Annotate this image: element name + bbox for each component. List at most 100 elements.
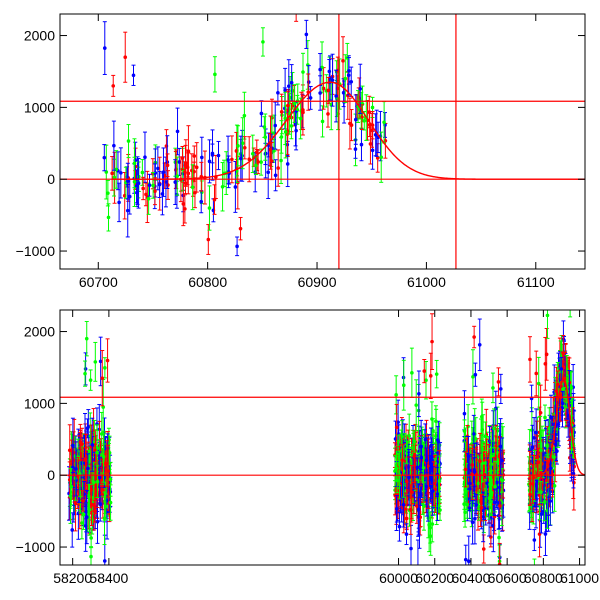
data-point bbox=[394, 455, 399, 482]
marker bbox=[358, 87, 363, 91]
marker bbox=[242, 145, 247, 150]
data-point bbox=[115, 151, 120, 191]
data-point bbox=[216, 140, 221, 171]
marker bbox=[206, 237, 211, 242]
data-point bbox=[234, 131, 239, 171]
marker bbox=[98, 502, 103, 507]
x-tick-label: 60700 bbox=[79, 274, 118, 290]
data-point bbox=[498, 373, 503, 404]
marker bbox=[90, 442, 95, 447]
data-point bbox=[409, 347, 414, 398]
data-point bbox=[435, 467, 440, 521]
marker bbox=[404, 479, 409, 484]
data-point bbox=[401, 359, 406, 411]
data-point bbox=[356, 90, 361, 123]
data-point bbox=[341, 36, 346, 86]
marker bbox=[175, 174, 180, 178]
marker bbox=[105, 461, 109, 466]
data-point bbox=[73, 441, 78, 497]
marker bbox=[144, 192, 148, 197]
data-point bbox=[273, 159, 278, 192]
marker bbox=[379, 155, 384, 160]
marker bbox=[102, 559, 107, 563]
data-point bbox=[84, 490, 89, 545]
marker bbox=[295, 108, 300, 112]
marker bbox=[396, 420, 400, 424]
marker bbox=[67, 448, 72, 453]
marker bbox=[102, 46, 107, 50]
marker bbox=[151, 183, 155, 188]
data-point bbox=[423, 423, 428, 456]
marker bbox=[401, 502, 406, 507]
marker bbox=[321, 86, 326, 91]
marker bbox=[423, 437, 428, 442]
marker bbox=[424, 458, 429, 463]
marker bbox=[273, 123, 278, 128]
marker bbox=[370, 105, 375, 110]
data-point bbox=[240, 117, 245, 170]
data-point bbox=[347, 97, 352, 150]
marker bbox=[99, 432, 104, 436]
data-point bbox=[165, 153, 170, 178]
marker bbox=[412, 439, 417, 444]
marker bbox=[119, 171, 123, 175]
marker bbox=[93, 360, 98, 364]
marker bbox=[147, 183, 152, 188]
data-point bbox=[132, 156, 137, 208]
x-tick-label: 60800 bbox=[188, 274, 227, 290]
data-point bbox=[404, 523, 409, 546]
marker bbox=[156, 166, 160, 171]
data-point bbox=[250, 134, 255, 173]
marker bbox=[106, 215, 111, 220]
data-point bbox=[97, 451, 102, 504]
marker bbox=[71, 443, 75, 448]
marker bbox=[419, 444, 423, 449]
data-point bbox=[102, 21, 107, 75]
marker bbox=[294, 2, 298, 6]
data-point bbox=[111, 74, 116, 97]
marker bbox=[404, 516, 409, 521]
data-point bbox=[105, 179, 110, 207]
data-point bbox=[428, 352, 433, 399]
marker bbox=[247, 157, 252, 162]
marker bbox=[81, 512, 86, 517]
data-point bbox=[118, 147, 123, 199]
marker bbox=[424, 378, 428, 383]
data-point bbox=[146, 182, 151, 215]
data-point bbox=[416, 483, 421, 536]
marker bbox=[279, 110, 284, 114]
marker bbox=[108, 477, 113, 482]
data-point bbox=[276, 149, 281, 187]
marker bbox=[276, 166, 280, 170]
marker bbox=[92, 509, 97, 513]
data-point bbox=[207, 139, 212, 184]
marker bbox=[146, 196, 151, 201]
data-point bbox=[383, 112, 388, 138]
marker bbox=[210, 153, 215, 157]
data-point bbox=[415, 457, 420, 478]
data-point bbox=[343, 54, 348, 103]
marker bbox=[326, 112, 330, 116]
data-point bbox=[359, 127, 364, 162]
data-point bbox=[330, 53, 335, 107]
marker bbox=[394, 393, 398, 397]
data-point bbox=[131, 64, 136, 86]
marker bbox=[89, 554, 93, 559]
marker bbox=[269, 159, 274, 163]
marker bbox=[298, 116, 303, 121]
data-point bbox=[78, 423, 83, 462]
marker bbox=[256, 160, 260, 164]
data-point bbox=[88, 369, 93, 391]
data-point bbox=[283, 105, 288, 159]
data-point bbox=[424, 361, 429, 400]
data-point bbox=[259, 148, 264, 176]
marker bbox=[190, 185, 195, 190]
marker bbox=[327, 69, 332, 74]
marker bbox=[83, 371, 87, 376]
data-point bbox=[192, 145, 197, 167]
marker bbox=[238, 226, 243, 231]
marker bbox=[429, 444, 433, 448]
data-point bbox=[81, 490, 86, 512]
data-point bbox=[419, 419, 424, 474]
data-point bbox=[140, 159, 145, 186]
